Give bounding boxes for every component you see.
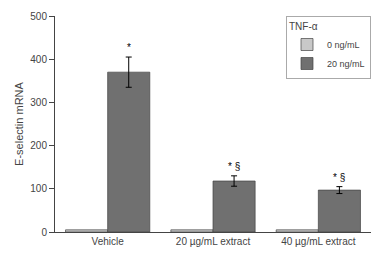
svg-text:100: 100 xyxy=(30,183,47,194)
svg-text:0: 0 xyxy=(41,227,47,238)
svg-text:* §: * § xyxy=(228,161,240,172)
svg-text:500: 500 xyxy=(30,11,47,22)
svg-text:E-selectin mRNA: E-selectin mRNA xyxy=(13,81,25,165)
svg-text:40 µg/mL extract: 40 µg/mL extract xyxy=(281,236,356,247)
svg-text:200: 200 xyxy=(30,140,47,151)
svg-text:0 ng/mL: 0 ng/mL xyxy=(327,40,360,50)
svg-text:TNF-α: TNF-α xyxy=(289,21,318,32)
svg-text:20 µg/mL extract: 20 µg/mL extract xyxy=(176,236,251,247)
svg-text:*: * xyxy=(127,42,131,53)
svg-text:* §: * § xyxy=(333,172,345,183)
svg-text:Vehicle: Vehicle xyxy=(92,236,125,247)
svg-text:300: 300 xyxy=(30,97,47,108)
svg-text:20 ng/mL: 20 ng/mL xyxy=(327,59,365,69)
svg-text:400: 400 xyxy=(30,54,47,65)
